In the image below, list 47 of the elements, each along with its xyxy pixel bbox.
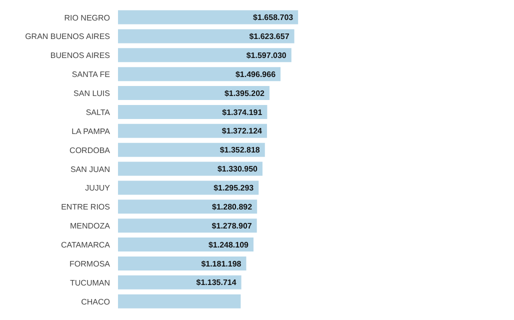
data-label: $1.135.714 [196, 278, 237, 288]
bar [118, 218, 257, 233]
y-tick-label: CATAMARCA [60, 240, 111, 250]
y-tick-label: JUJUY [85, 184, 111, 193]
bar [118, 142, 265, 157]
bar [118, 67, 281, 82]
bar [118, 104, 268, 119]
data-label: $1.280.892 [212, 202, 253, 212]
y-tick-label: LA PAMPA [72, 126, 111, 136]
data-label: $1.278.907 [212, 221, 252, 230]
data-label: $1.658.703 [253, 13, 294, 22]
data-label: $1.623.657 [249, 32, 290, 42]
data-label: $1.374.191 [222, 108, 263, 117]
data-label: $1.352.818 [220, 146, 260, 155]
y-tick-label: TUCUMAN [70, 278, 110, 288]
data-label: $1.496.966 [235, 70, 276, 79]
bar [118, 256, 246, 270]
data-label: $1.330.950 [217, 164, 258, 174]
data-label: $1.181.198 [201, 259, 242, 268]
y-tick-label: BUENOS AIRES [50, 51, 110, 60]
y-tick-label: SAN LUIS [74, 89, 110, 98]
bar [118, 48, 292, 62]
y-tick-label: SANTA FE [72, 70, 110, 80]
y-tick-label: SALTA [86, 108, 111, 117]
data-label: $1.395.202 [224, 88, 266, 98]
y-tick-label: MENDOZA [70, 222, 111, 231]
bar [118, 29, 294, 44]
y-tick-label: RIO NEGRO [64, 13, 110, 22]
data-label: $1.295.293 [214, 184, 254, 193]
bar [118, 294, 241, 308]
y-tick-label: SAN JUAN [70, 164, 110, 174]
y-tick-label: CORDOBA [70, 146, 111, 155]
y-tick-label: FORMOSA [70, 259, 111, 268]
data-label: $1.248.109 [208, 240, 250, 250]
bar [118, 10, 298, 24]
y-tick-label: CHACO [81, 297, 110, 306]
data-label: $1.372.124 [222, 126, 263, 136]
y-tick-label: ENTRE RIOS [61, 202, 110, 212]
bar [118, 275, 242, 290]
bar [118, 86, 270, 100]
bar [118, 200, 258, 214]
bar [118, 162, 263, 176]
y-tick-label: GRAN BUENOS AIRES [25, 32, 110, 42]
bar [118, 238, 254, 252]
data-label: $1.597.030 [246, 50, 287, 60]
bar [118, 124, 267, 138]
bar [118, 180, 259, 195]
